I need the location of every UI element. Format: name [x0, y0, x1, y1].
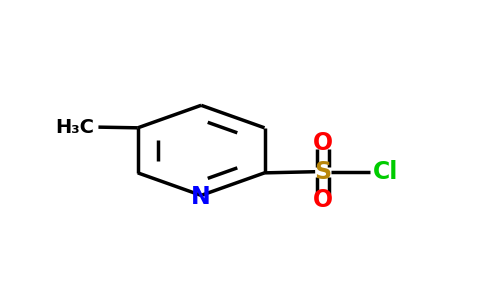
- Text: O: O: [313, 188, 333, 212]
- Text: O: O: [313, 131, 333, 155]
- Text: Cl: Cl: [373, 160, 399, 184]
- Text: H₃C: H₃C: [56, 118, 95, 136]
- Text: N: N: [191, 184, 211, 208]
- Text: S: S: [314, 160, 331, 184]
